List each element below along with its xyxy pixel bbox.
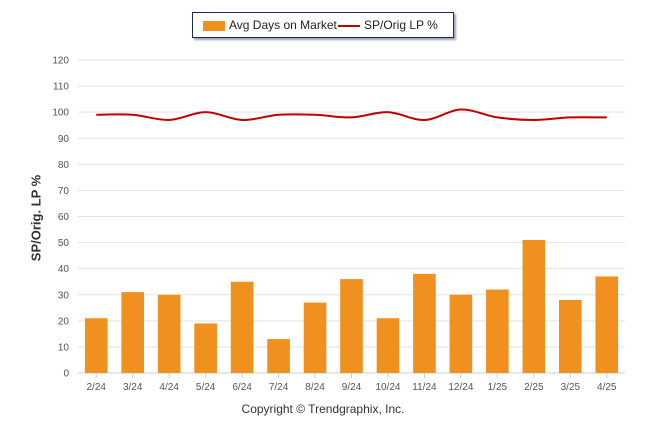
x-tick-label: 1/25	[488, 382, 508, 393]
legend-line-label: SP/Orig LP %	[364, 18, 438, 32]
line-series-path	[96, 108, 607, 121]
y-tick-label: 80	[58, 160, 70, 171]
bar	[230, 281, 254, 373]
y-tick-label: 40	[58, 264, 70, 275]
y-axis-label: SP/Orig. LP %	[28, 174, 44, 262]
y-tick-label: 120	[52, 56, 69, 67]
x-tick-label: 6/24	[232, 382, 252, 393]
bar	[486, 289, 509, 373]
bar	[303, 302, 327, 373]
bar	[558, 299, 582, 373]
legend-bar-swatch	[203, 21, 225, 31]
legend: Avg Days on Market SP/Orig LP %	[192, 12, 454, 38]
bar	[157, 294, 181, 373]
legend-line-swatch	[338, 25, 360, 27]
x-tick-label: 5/24	[196, 382, 216, 393]
x-tick-label: 9/24	[342, 382, 362, 393]
x-tick-label: 11/24	[412, 382, 437, 393]
bar	[121, 292, 145, 373]
y-tick-label: 70	[58, 186, 70, 197]
bar	[194, 323, 217, 373]
bar	[340, 279, 363, 373]
x-tick-label: 8/24	[305, 382, 325, 393]
x-tick-label: 7/24	[269, 382, 289, 393]
x-tick-label: 3/25	[561, 382, 581, 393]
x-tick-label: 3/24	[123, 382, 143, 393]
x-tick-label: 12/24	[448, 382, 473, 393]
x-tick-label: 10/24	[375, 382, 400, 393]
bar	[522, 239, 546, 373]
y-axis-ticks: 0 10 20 30 40 50 60 70 80 90 100 110 120	[52, 56, 69, 380]
copyright-text: Copyright © Trendgraphix, Inc.	[241, 402, 405, 416]
y-tick-label: 110	[53, 82, 69, 93]
x-tick-label: 2/24	[86, 382, 106, 393]
bar	[413, 273, 436, 373]
y-tick-label: 90	[58, 134, 70, 145]
bar	[595, 276, 619, 373]
y-tick-label: 30	[58, 290, 70, 301]
bar	[376, 318, 400, 373]
y-tick-label: 20	[58, 316, 70, 327]
legend-bar-label: Avg Days on Market	[229, 18, 337, 32]
x-tick-label: 4/24	[159, 382, 179, 393]
x-axis-ticks: 2/24 3/24 4/24 5/24 6/24 7/24 8/24 9/24 10/24 11/…	[86, 373, 617, 393]
x-tick-label: 4/25	[597, 382, 617, 393]
y-tick-label: 0	[63, 369, 69, 380]
y-tick-label: 60	[58, 212, 70, 223]
bar-series	[84, 239, 619, 373]
bar	[267, 339, 290, 373]
y-tick-label: 100	[52, 108, 69, 119]
bar	[449, 294, 473, 373]
y-tick-label: 10	[58, 342, 70, 353]
x-tick-label: 2/25	[524, 382, 544, 393]
bar	[84, 318, 108, 373]
y-tick-label: 50	[58, 238, 70, 249]
